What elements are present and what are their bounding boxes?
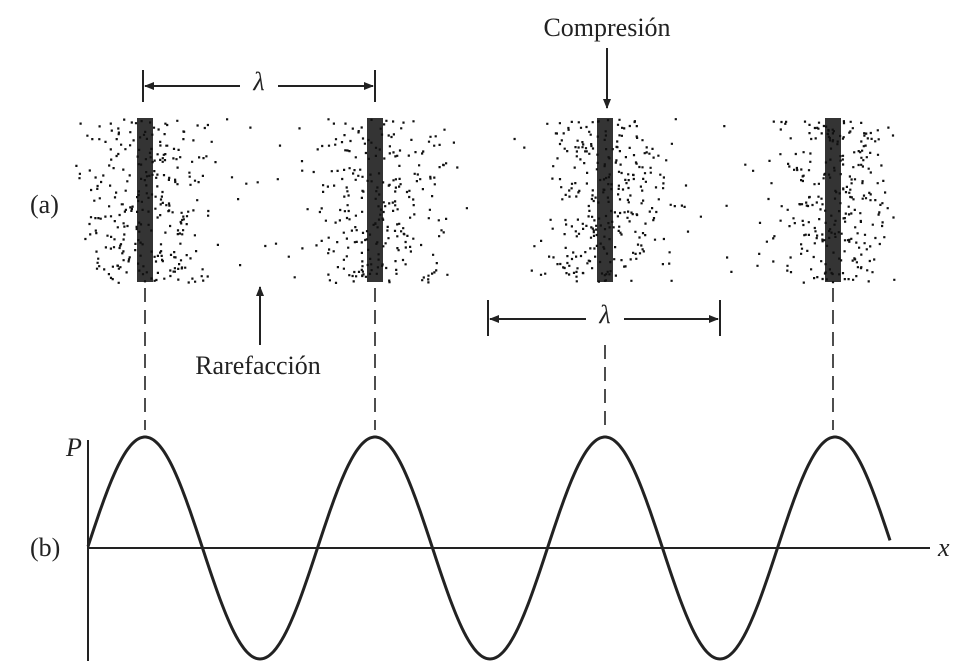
lambda-label: λ	[252, 67, 264, 96]
compression-core	[367, 118, 383, 282]
compression-core	[137, 118, 153, 282]
part-b-label: (b)	[30, 533, 60, 562]
compression-core	[597, 118, 613, 282]
diagram: Compresión λ λ Rarefacción (a) (b) P x	[0, 0, 954, 661]
x-axis-label: x	[937, 533, 950, 562]
y-axis-label: P	[65, 433, 82, 462]
part-a-label: (a)	[30, 190, 59, 219]
compression-label: Compresión	[543, 13, 670, 42]
lambda-label: λ	[598, 300, 610, 329]
compression-core	[825, 118, 841, 282]
rarefaction-label: Rarefacción	[195, 351, 321, 380]
particles	[75, 118, 895, 284]
particle-band	[75, 118, 895, 284]
